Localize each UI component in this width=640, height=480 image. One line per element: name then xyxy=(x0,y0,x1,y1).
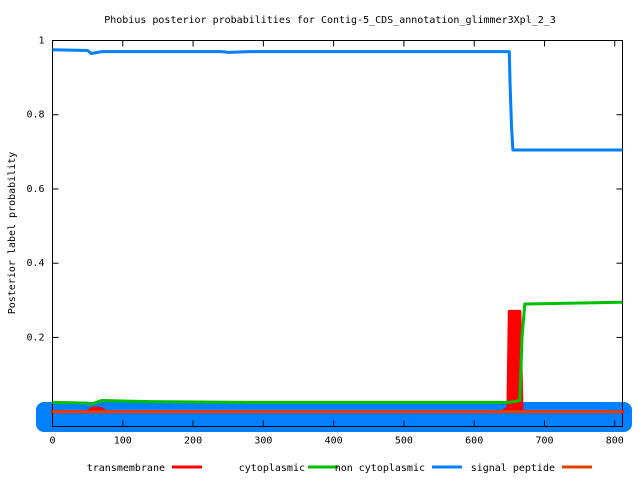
y-axis-label: Posterior label probability xyxy=(7,152,18,315)
y-tick-label: 0.6 xyxy=(26,184,44,195)
series-line xyxy=(52,48,623,152)
plot-border xyxy=(52,40,623,427)
legend-label: transmembrane xyxy=(87,463,165,474)
y-tick-label: 0.4 xyxy=(26,258,44,269)
series-area xyxy=(51,309,624,414)
x-tick-label: 700 xyxy=(535,436,553,447)
x-tick-label: 400 xyxy=(325,436,343,447)
x-tick-label: 500 xyxy=(395,436,413,447)
x-tick-label: 100 xyxy=(114,436,132,447)
x-tick-label: 200 xyxy=(184,436,202,447)
bottom-band xyxy=(36,402,632,432)
legend-label: cytoplasmic xyxy=(239,463,305,474)
y-tick-label: 0.2 xyxy=(26,332,44,343)
x-tick-label: 300 xyxy=(254,436,272,447)
legend-label: non cytoplasmic xyxy=(335,463,425,474)
y-tick-label: 0.8 xyxy=(26,110,44,121)
x-tick-label: 600 xyxy=(465,436,483,447)
x-tick-label: 800 xyxy=(606,436,624,447)
chart-title: Phobius posterior probabilities for Cont… xyxy=(104,15,556,26)
legend-label: signal peptide xyxy=(471,463,555,474)
x-tick-label: 0 xyxy=(49,436,55,447)
series-line xyxy=(52,300,623,406)
y-tick-label: 1 xyxy=(38,36,44,47)
